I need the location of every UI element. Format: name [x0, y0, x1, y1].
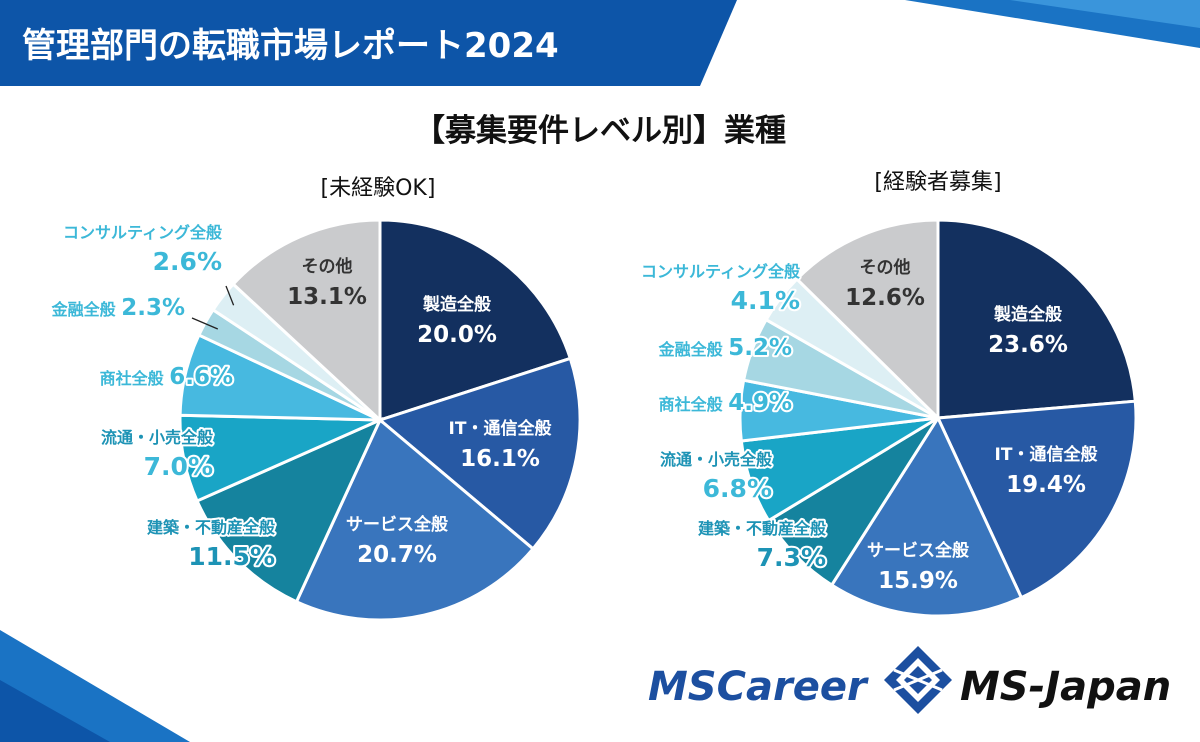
right-label-manufacturing-name: 製造全般	[993, 304, 1062, 325]
right-label-consulting-value: 4.1%	[731, 286, 800, 315]
left-label-construction-realestate-value: 11.5%	[188, 542, 275, 571]
left-label-consulting-value: 2.6%	[153, 247, 222, 276]
left-pie-title: [未経験OK]	[321, 176, 436, 201]
pie-right: 製造全般 23.6% IT・通信全般 19.4% サービス全般 15.9% 建築・不動産全般…	[639, 218, 1138, 618]
left-leader-consulting	[225, 285, 235, 306]
right-pie-title: [経験者募集]	[874, 170, 1001, 195]
left-label-service-value: 20.7%	[357, 542, 437, 568]
left-slice-manufacturing	[378, 218, 573, 423]
right-label-construction-realestate-name: 建築・不動産全般	[698, 519, 826, 538]
left-label-distribution-retail-name: 流通・小売全般	[101, 428, 213, 447]
right-label-service-value: 15.9%	[878, 568, 958, 594]
left-label-finance: 金融全般 2.3%	[51, 295, 185, 321]
right-label-service-name: サービス全般	[867, 540, 969, 561]
left-label-manufacturing-value: 20.0%	[417, 322, 497, 348]
left-slice-service	[294, 417, 536, 622]
right-label-consulting-name: コンサルティング全般	[641, 262, 800, 281]
left-slice-other	[231, 218, 382, 424]
right-slice-service	[829, 414, 1024, 618]
right-label-it-telecom-name: IT・通信全般	[995, 444, 1098, 465]
left-leader-finance	[191, 317, 219, 330]
left-label-construction-realestate-name: 建築・不動産全般	[147, 518, 275, 537]
logo-mscareer: MSCareer	[648, 664, 869, 710]
right-label-other-name: その他	[860, 257, 911, 278]
right-label-distribution-retail-value: 6.8%	[703, 474, 772, 503]
pie-left: 製造全般 20.0% IT・通信全般 16.1% サービス全般 20.7% 建築・不動産全般…	[49, 218, 582, 622]
left-slice-construction-realestate	[195, 417, 384, 604]
left-label-service-name: サービス全般	[346, 514, 448, 535]
right-label-construction-realestate-value: 7.3%	[757, 543, 826, 572]
right-slice-it-telecom	[935, 399, 1138, 600]
logo-ms-japan: MS-Japan	[960, 664, 1171, 710]
header-banner	[0, 0, 737, 86]
left-label-manufacturing-name: 製造全般	[422, 294, 491, 315]
right-slice-manufacturing	[936, 218, 1137, 420]
right-label-it-telecom-value: 19.4%	[1006, 472, 1086, 498]
right-label-manufacturing-value: 23.6%	[988, 332, 1068, 358]
right-label-finance: 金融全般 5.2%	[658, 335, 792, 361]
left-slice-it-telecom	[376, 356, 582, 551]
footer-accent-left-2	[0, 680, 110, 742]
left-label-trading: 商社全般 6.6%	[100, 364, 233, 390]
right-slice-other	[794, 218, 940, 422]
right-label-distribution-retail-name: 流通・小売全般	[660, 450, 772, 469]
right-label-other-value: 12.6%	[845, 285, 925, 311]
left-label-other-value: 13.1%	[287, 284, 367, 310]
left-label-it-telecom-value: 16.1%	[460, 446, 540, 472]
ms-japan-emblem-icon	[884, 646, 952, 714]
left-label-consulting-name: コンサルティング全般	[63, 223, 222, 242]
header-accent-right-2	[1010, 0, 1200, 28]
header-title: 管理部門の転職市場レポート2024	[22, 26, 559, 66]
right-label-trading: 商社全般 4.9%	[659, 390, 792, 416]
chart-heading: 【募集要件レベル別】業種	[414, 113, 786, 149]
left-label-distribution-retail-value: 7.0%	[144, 452, 213, 481]
left-label-other-name: その他	[302, 256, 353, 277]
left-label-it-telecom-name: IT・通信全般	[449, 418, 552, 439]
